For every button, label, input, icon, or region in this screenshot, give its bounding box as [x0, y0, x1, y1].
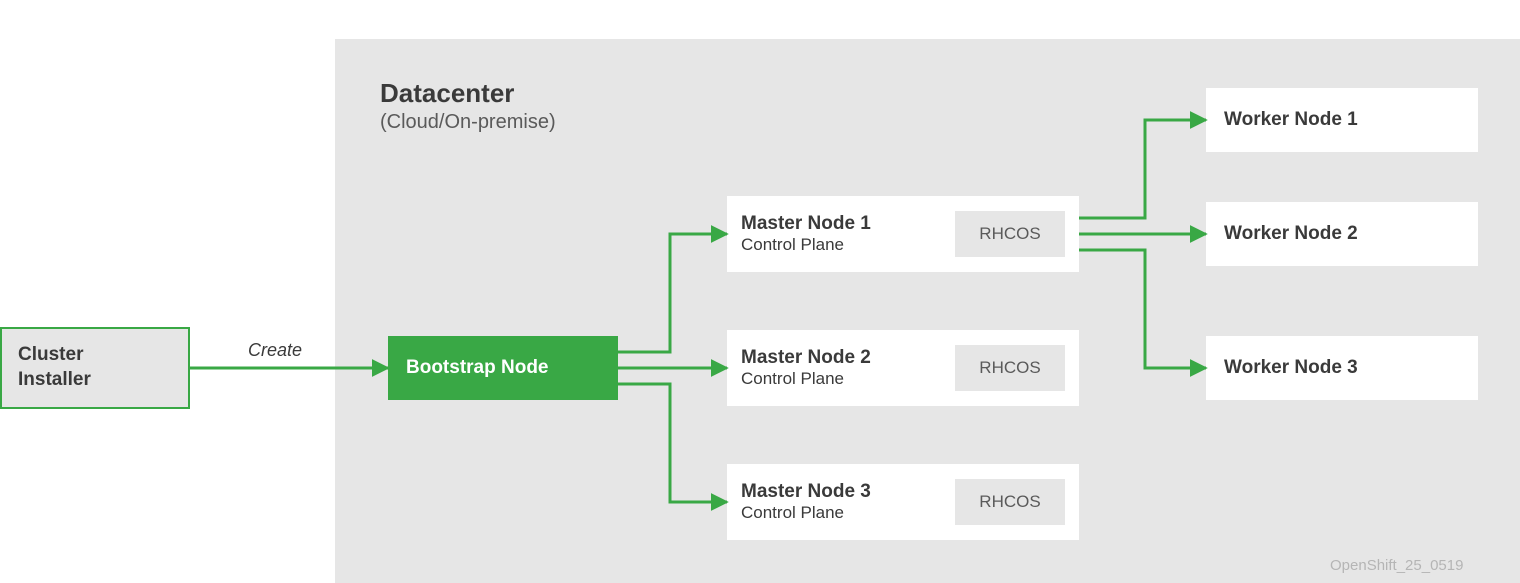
master-node-2-badge: RHCOS — [955, 345, 1065, 391]
worker-node-2-title: Worker Node 2 — [1224, 223, 1358, 245]
cluster-installer-node: Cluster Installer — [0, 327, 190, 409]
master-node-3: Master Node 3 Control Plane RHCOS — [727, 464, 1079, 540]
bootstrap-node: Bootstrap Node — [388, 336, 618, 400]
master-node-3-badge: RHCOS — [955, 479, 1065, 525]
worker-node-1-title: Worker Node 1 — [1224, 109, 1358, 131]
datacenter-subtitle: (Cloud/On-premise) — [380, 111, 556, 134]
master-node-3-subtitle: Control Plane — [741, 503, 871, 523]
worker-node-1: Worker Node 1 — [1206, 88, 1478, 152]
datacenter-title: Datacenter — [380, 78, 556, 109]
worker-node-3: Worker Node 3 — [1206, 336, 1478, 400]
master-node-1-title: Master Node 1 — [741, 213, 871, 235]
master-node-1: Master Node 1 Control Plane RHCOS — [727, 196, 1079, 272]
worker-node-2: Worker Node 2 — [1206, 202, 1478, 266]
master-node-3-title: Master Node 3 — [741, 481, 871, 503]
master-node-1-subtitle: Control Plane — [741, 235, 871, 255]
installer-line1: Cluster — [18, 344, 83, 365]
worker-node-3-title: Worker Node 3 — [1224, 357, 1358, 379]
edge-label-create: Create — [248, 340, 302, 361]
master-node-2: Master Node 2 Control Plane RHCOS — [727, 330, 1079, 406]
watermark-text: OpenShift_25_0519 — [1330, 557, 1463, 574]
datacenter-heading: Datacenter (Cloud/On-premise) — [380, 78, 556, 134]
bootstrap-label: Bootstrap Node — [406, 357, 549, 379]
master-node-1-badge: RHCOS — [955, 211, 1065, 257]
installer-line2: Installer — [18, 369, 91, 390]
master-node-2-title: Master Node 2 — [741, 347, 871, 369]
master-node-2-subtitle: Control Plane — [741, 369, 871, 389]
